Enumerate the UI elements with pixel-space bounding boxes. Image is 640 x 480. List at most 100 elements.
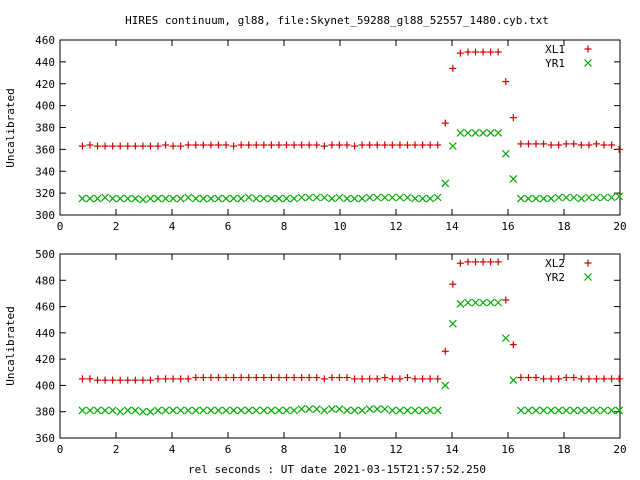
data-point-xl1 — [116, 142, 124, 150]
data-point-xl2 — [411, 375, 419, 383]
data-point-xl1 — [184, 141, 192, 149]
y-tick-label: 420 — [35, 78, 55, 91]
data-point-yr1 — [373, 193, 382, 202]
data-point-xl1 — [305, 141, 313, 149]
data-point-yr2 — [275, 406, 283, 415]
data-point-xl1 — [434, 141, 442, 149]
data-point-yr2 — [78, 406, 87, 415]
data-point-xl2 — [184, 375, 192, 383]
data-point-xl1 — [101, 142, 109, 150]
x-tick-label: 14 — [445, 443, 459, 456]
data-point-yr2 — [584, 406, 593, 415]
data-point-xl1 — [109, 142, 117, 150]
data-point-xl2 — [472, 258, 480, 266]
data-point-xl2 — [124, 376, 132, 384]
data-point-yr2 — [138, 407, 147, 416]
data-point-yr1 — [184, 193, 193, 202]
data-point-xl2 — [260, 374, 268, 382]
data-point-yr1 — [297, 193, 306, 202]
y-tick-label: 500 — [35, 248, 55, 261]
data-point-yr1 — [206, 194, 215, 203]
y-tick-label: 360 — [35, 432, 55, 445]
data-point-yr2 — [123, 406, 132, 415]
ticks-top: 300 320 340 360 380 400 420 440 460 0 2 4 6 8 10 12 14 16… — [35, 34, 627, 233]
data-point-xl2 — [320, 375, 328, 383]
y-tick-label: 380 — [35, 406, 55, 419]
data-point-xl2 — [328, 374, 336, 382]
data-point-xl2 — [230, 374, 238, 382]
data-point-xl2 — [237, 374, 245, 382]
data-point-yr1 — [411, 194, 419, 203]
data-point-yr1 — [252, 194, 261, 203]
data-point-yr2 — [154, 406, 162, 415]
data-point-yr2 — [101, 406, 110, 415]
data-point-xl1 — [396, 141, 404, 149]
data-point-yr1 — [547, 194, 556, 203]
data-point-yr1 — [562, 193, 571, 202]
data-point-xl2 — [600, 375, 608, 383]
data-point-yr1 — [93, 194, 102, 203]
data-point-xl2 — [615, 375, 623, 383]
legend-top: XL1 YR1 — [545, 43, 592, 70]
data-point-yr1 — [592, 193, 601, 202]
data-point-yr2 — [547, 406, 556, 415]
data-point-yr1 — [456, 129, 465, 137]
data-point-yr2 — [327, 405, 336, 414]
data-point-yr1 — [388, 193, 397, 202]
data-point-xl1 — [403, 141, 411, 149]
data-point-yr2 — [577, 406, 586, 415]
data-point-xl1 — [388, 141, 396, 149]
legend-symbol-xl1 — [584, 45, 592, 53]
data-point-xl2 — [283, 374, 291, 382]
data-point-xl2 — [154, 375, 162, 383]
data-point-xl1 — [441, 119, 449, 127]
data-point-xl2 — [585, 375, 593, 383]
data-point-yr2 — [365, 405, 374, 414]
data-point-yr2 — [509, 376, 518, 385]
data-point-yr2 — [448, 319, 457, 328]
data-point-xl1 — [343, 141, 351, 149]
data-point-yr2 — [244, 406, 253, 415]
data-point-yr1 — [327, 194, 336, 203]
data-point-yr2 — [184, 406, 193, 415]
x-tick-label: 14 — [445, 220, 459, 233]
data-point-xl1 — [267, 141, 275, 149]
data-point-yr1 — [237, 194, 246, 203]
data-point-yr1 — [365, 193, 374, 202]
legend-symbol-yr1 — [584, 59, 592, 67]
data-point-xl1 — [260, 141, 268, 149]
data-point-xl2 — [524, 374, 532, 382]
data-point-yr1 — [486, 129, 495, 137]
data-point-xl1 — [252, 141, 260, 149]
data-point-yr2 — [426, 406, 435, 415]
data-point-yr1 — [191, 194, 200, 203]
data-point-yr2 — [532, 406, 540, 415]
data-point-yr1 — [607, 193, 616, 202]
data-point-yr1 — [222, 194, 230, 203]
data-point-yr1 — [569, 193, 578, 202]
data-point-xl1 — [570, 140, 578, 148]
data-point-xl2 — [509, 341, 517, 349]
data-point-yr1 — [464, 129, 472, 137]
data-point-yr2 — [380, 405, 389, 414]
data-point-yr1 — [343, 194, 351, 203]
chart-panel-top: 300 320 340 360 380 400 420 440 460 0 2 4 6 8 10 12 14 16… — [4, 34, 627, 233]
legend-marker-yr2 — [584, 273, 592, 281]
data-point-xl1 — [509, 114, 517, 122]
data-point-xl2 — [192, 374, 200, 382]
data-point-xl1 — [245, 141, 253, 149]
data-point-xl2 — [502, 296, 510, 304]
data-point-yr1 — [214, 194, 223, 203]
x-tick-label: 16 — [501, 443, 514, 456]
x-tick-label: 16 — [501, 220, 514, 233]
data-point-xl1 — [502, 78, 510, 86]
data-point-xl1 — [328, 141, 336, 149]
data-point-xl1 — [237, 141, 245, 149]
data-point-yr2 — [131, 406, 140, 415]
data-point-yr2 — [607, 406, 616, 415]
y-axis-label-bottom: Uncalibrated — [4, 306, 17, 385]
legend-bottom: XL2 YR2 — [545, 257, 592, 284]
data-point-yr2 — [229, 406, 238, 415]
data-point-xl1 — [94, 142, 102, 150]
data-point-yr1 — [577, 194, 586, 203]
